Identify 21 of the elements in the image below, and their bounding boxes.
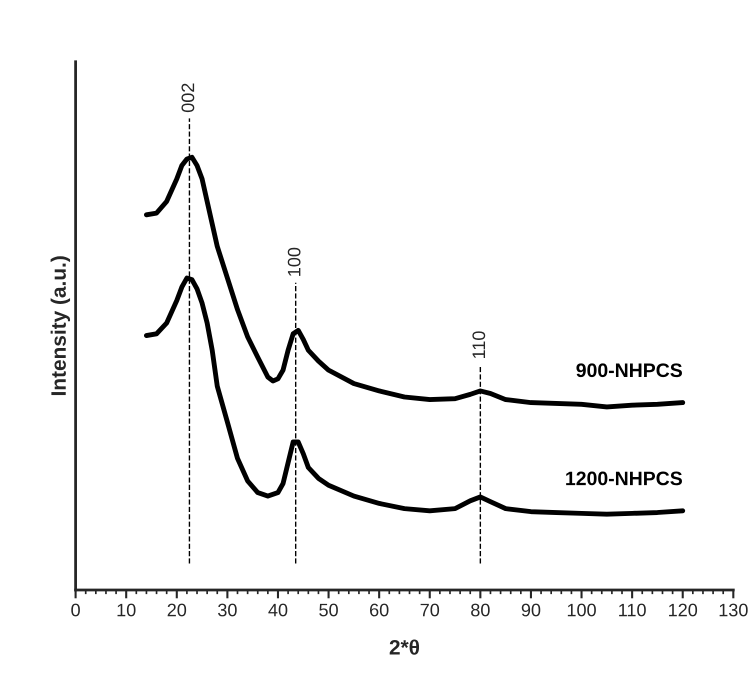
y-axis-title: Intensity (a.u.) — [50, 256, 70, 396]
annotation: 110 — [472, 331, 486, 358]
x-tick-label: 20 — [168, 604, 186, 616]
x-tick-label: 120 — [669, 604, 698, 616]
x-tick-label: 100 — [568, 604, 596, 616]
x-tick-label: 130 — [720, 604, 748, 616]
x-tick-label: 50 — [319, 604, 338, 616]
x-tick-label: 80 — [471, 604, 490, 616]
x-tick-label: 40 — [268, 604, 288, 616]
x-tick-label: 60 — [370, 604, 388, 616]
series-label: 1200-NHPCS — [566, 472, 682, 486]
x-tick-label: 110 — [619, 604, 646, 616]
annotation: 100 — [288, 248, 301, 276]
x-tick-label: 90 — [522, 604, 540, 616]
x-tick-label: 0 — [71, 604, 80, 616]
annotation: 002 — [181, 84, 194, 112]
series-label: 900-NHPCS — [576, 363, 682, 378]
x-axis-title: 2*θ — [390, 639, 420, 655]
x-tick-label: 70 — [420, 604, 440, 616]
x-tick-label: 30 — [218, 604, 237, 616]
x-tick-label: 10 — [118, 604, 136, 616]
